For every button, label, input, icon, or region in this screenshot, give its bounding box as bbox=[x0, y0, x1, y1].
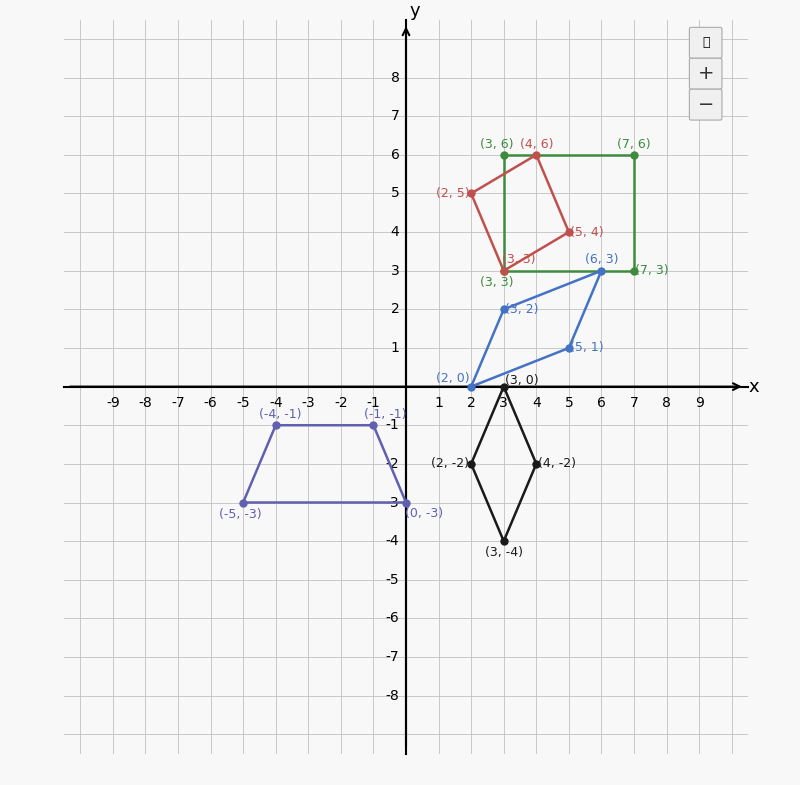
Text: 2: 2 bbox=[390, 302, 399, 316]
Text: -4: -4 bbox=[386, 534, 399, 548]
Text: -7: -7 bbox=[171, 396, 185, 411]
Text: −: − bbox=[698, 95, 714, 114]
Text: 8: 8 bbox=[662, 396, 671, 411]
Text: (7, 3): (7, 3) bbox=[635, 265, 669, 277]
Text: (3, 3): (3, 3) bbox=[502, 254, 535, 266]
Text: -6: -6 bbox=[204, 396, 218, 411]
Text: -4: -4 bbox=[269, 396, 282, 411]
Text: (5, 1): (5, 1) bbox=[570, 341, 603, 355]
Text: -8: -8 bbox=[386, 688, 399, 703]
Text: 9: 9 bbox=[694, 396, 703, 411]
Text: -2: -2 bbox=[386, 457, 399, 471]
Text: -8: -8 bbox=[138, 396, 152, 411]
Text: 8: 8 bbox=[390, 71, 399, 85]
Text: (-1, -1): (-1, -1) bbox=[363, 408, 406, 421]
Text: 1: 1 bbox=[434, 396, 443, 411]
Text: (-4, -1): (-4, -1) bbox=[259, 408, 302, 421]
Text: (4, -2): (4, -2) bbox=[538, 458, 577, 470]
Text: (3, 0): (3, 0) bbox=[505, 374, 538, 387]
Text: 3: 3 bbox=[499, 396, 508, 411]
Text: -5: -5 bbox=[386, 573, 399, 586]
Text: (2, 5): (2, 5) bbox=[437, 187, 470, 200]
FancyBboxPatch shape bbox=[690, 89, 722, 120]
Text: 2: 2 bbox=[466, 396, 475, 411]
Text: (2, -2): (2, -2) bbox=[431, 458, 469, 470]
Text: (-5, -3): (-5, -3) bbox=[218, 509, 261, 521]
Text: (2, 0): (2, 0) bbox=[437, 372, 470, 385]
Text: -3: -3 bbox=[302, 396, 315, 411]
Text: (0, -3): (0, -3) bbox=[405, 507, 443, 520]
Text: -7: -7 bbox=[386, 650, 399, 664]
Text: -9: -9 bbox=[106, 396, 120, 411]
Text: 🔧: 🔧 bbox=[702, 36, 710, 49]
Text: (4, 6): (4, 6) bbox=[519, 137, 553, 151]
Text: 6: 6 bbox=[597, 396, 606, 411]
Text: (5, 4): (5, 4) bbox=[570, 225, 603, 239]
Text: 7: 7 bbox=[630, 396, 638, 411]
Text: -6: -6 bbox=[386, 612, 399, 626]
Text: +: + bbox=[698, 64, 714, 83]
Text: (3, 2): (3, 2) bbox=[505, 303, 538, 316]
Text: 4: 4 bbox=[532, 396, 541, 411]
Text: -3: -3 bbox=[386, 495, 399, 509]
Text: -1: -1 bbox=[386, 418, 399, 433]
Text: 4: 4 bbox=[390, 225, 399, 239]
Text: 5: 5 bbox=[565, 396, 574, 411]
Text: 5: 5 bbox=[390, 187, 399, 200]
Text: x: x bbox=[748, 378, 758, 396]
Text: 7: 7 bbox=[390, 109, 399, 123]
Text: (3, -4): (3, -4) bbox=[485, 546, 522, 559]
Text: y: y bbox=[410, 2, 421, 20]
Text: 3: 3 bbox=[390, 264, 399, 278]
FancyBboxPatch shape bbox=[690, 58, 722, 89]
FancyBboxPatch shape bbox=[690, 27, 722, 58]
Text: 1: 1 bbox=[390, 341, 399, 355]
Text: -5: -5 bbox=[236, 396, 250, 411]
Text: (7, 6): (7, 6) bbox=[617, 137, 651, 151]
Text: 6: 6 bbox=[390, 148, 399, 162]
Text: -1: -1 bbox=[366, 396, 380, 411]
Text: -2: -2 bbox=[334, 396, 348, 411]
Text: (3, 6): (3, 6) bbox=[481, 137, 514, 151]
Text: (3, 3): (3, 3) bbox=[481, 276, 514, 289]
Text: (6, 3): (6, 3) bbox=[585, 254, 618, 266]
